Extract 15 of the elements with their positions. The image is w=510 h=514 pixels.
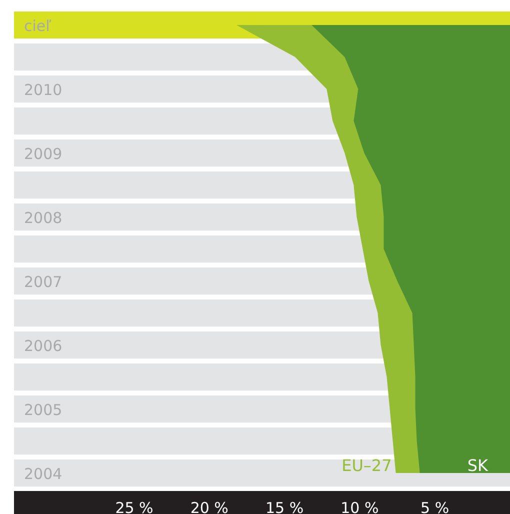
x-tick-label: 10 % xyxy=(340,499,379,514)
x-tick-label: 25 % xyxy=(115,499,154,514)
series-label: EU–27 xyxy=(342,456,392,475)
x-tick-label: 5 % xyxy=(420,499,450,514)
y-tick-label: 2010 xyxy=(24,81,62,99)
y-tick-label: 2007 xyxy=(24,273,62,291)
x-tick-label: 15 % xyxy=(265,499,304,514)
y-tick-label: cieľ xyxy=(24,17,52,35)
y-tick-label: 2009 xyxy=(24,145,62,163)
series-label: SK xyxy=(467,456,488,475)
x-tick-label: 20 % xyxy=(190,499,228,514)
y-tick-label: 2008 xyxy=(24,209,62,227)
y-tick-label: 2006 xyxy=(24,337,62,355)
y-tick-label: 2004 xyxy=(24,465,62,483)
y-tick-label: 2005 xyxy=(24,401,62,419)
